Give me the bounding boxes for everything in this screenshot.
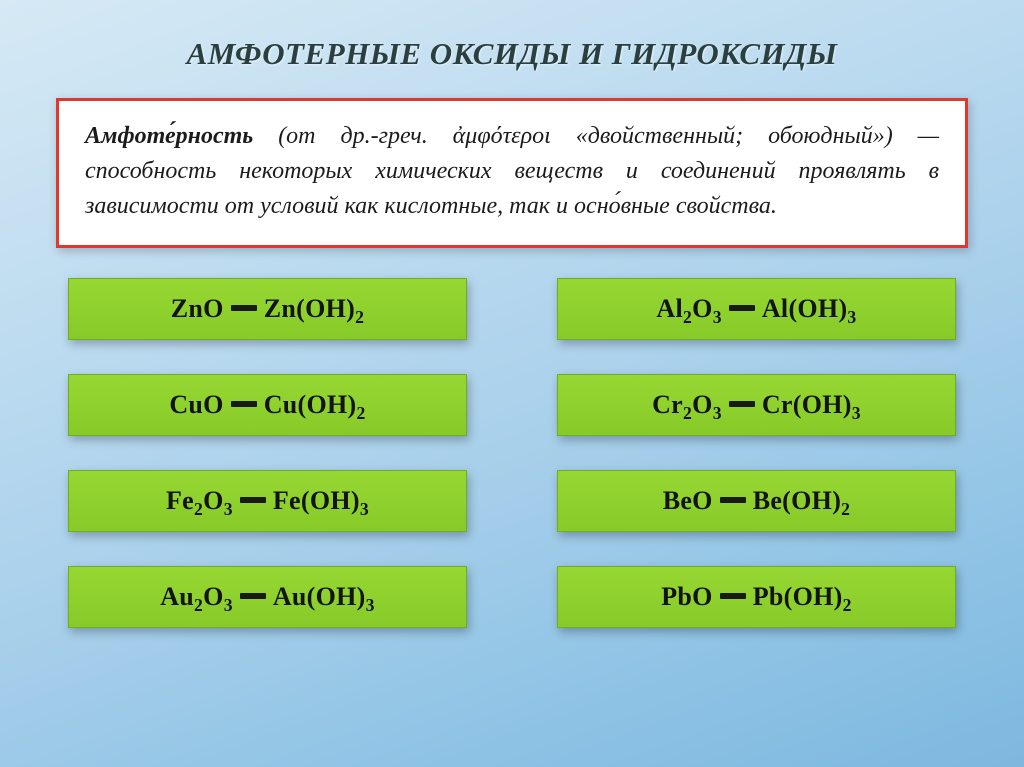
definition-term: Амфоте́рность [85, 123, 253, 149]
hydroxide: Fe(OH)3 [273, 486, 369, 516]
hydroxide: Be(OH)2 [753, 486, 851, 516]
definition-box: Амфоте́рность (от др.-греч. ἀμφότεροι «д… [56, 98, 968, 248]
dash-icon [240, 497, 266, 503]
card-cr2o3: Cr2O3 Cr(OH)3 [557, 374, 956, 436]
hydroxide: Cu(OH)2 [264, 390, 366, 420]
card-al2o3: Al2O3 Al(OH)3 [557, 278, 956, 340]
oxide: Au2O3 [160, 582, 233, 612]
oxide: Fe2O3 [166, 486, 233, 516]
dash-icon [729, 401, 755, 407]
card-fe2o3: Fe2O3 Fe(OH)3 [68, 470, 467, 532]
hydroxide: Zn(OH)2 [264, 294, 365, 324]
slide: АМФОТЕРНЫЕ ОКСИДЫ И ГИДРОКСИДЫ Амфоте́рн… [0, 0, 1024, 767]
dash-icon [720, 593, 746, 599]
card-pbo: PbO Pb(OH)2 [557, 566, 956, 628]
cards-grid: ZnO Zn(OH)2 Al2O3 Al(OH)3 CuO Cu(OH)2 Cr… [68, 278, 956, 628]
card-zno: ZnO Zn(OH)2 [68, 278, 467, 340]
card-au2o3: Au2O3 Au(OH)3 [68, 566, 467, 628]
oxide: PbO [661, 582, 712, 612]
oxide: Cr2O3 [652, 390, 722, 420]
card-beo: BeO Be(OH)2 [557, 470, 956, 532]
hydroxide: Au(OH)3 [273, 582, 375, 612]
dash-icon [240, 593, 266, 599]
card-cuo: CuO Cu(OH)2 [68, 374, 467, 436]
hydroxide: Al(OH)3 [762, 294, 857, 324]
hydroxide: Cr(OH)3 [762, 390, 861, 420]
slide-title: АМФОТЕРНЫЕ ОКСИДЫ И ГИДРОКСИДЫ [50, 36, 974, 72]
oxide: BeO [663, 486, 713, 516]
oxide: ZnO [171, 294, 224, 324]
oxide: CuO [169, 390, 223, 420]
dash-icon [231, 305, 257, 311]
dash-icon [720, 497, 746, 503]
oxide: Al2O3 [656, 294, 721, 324]
dash-icon [231, 401, 257, 407]
hydroxide: Pb(OH)2 [753, 582, 852, 612]
dash-icon [729, 305, 755, 311]
